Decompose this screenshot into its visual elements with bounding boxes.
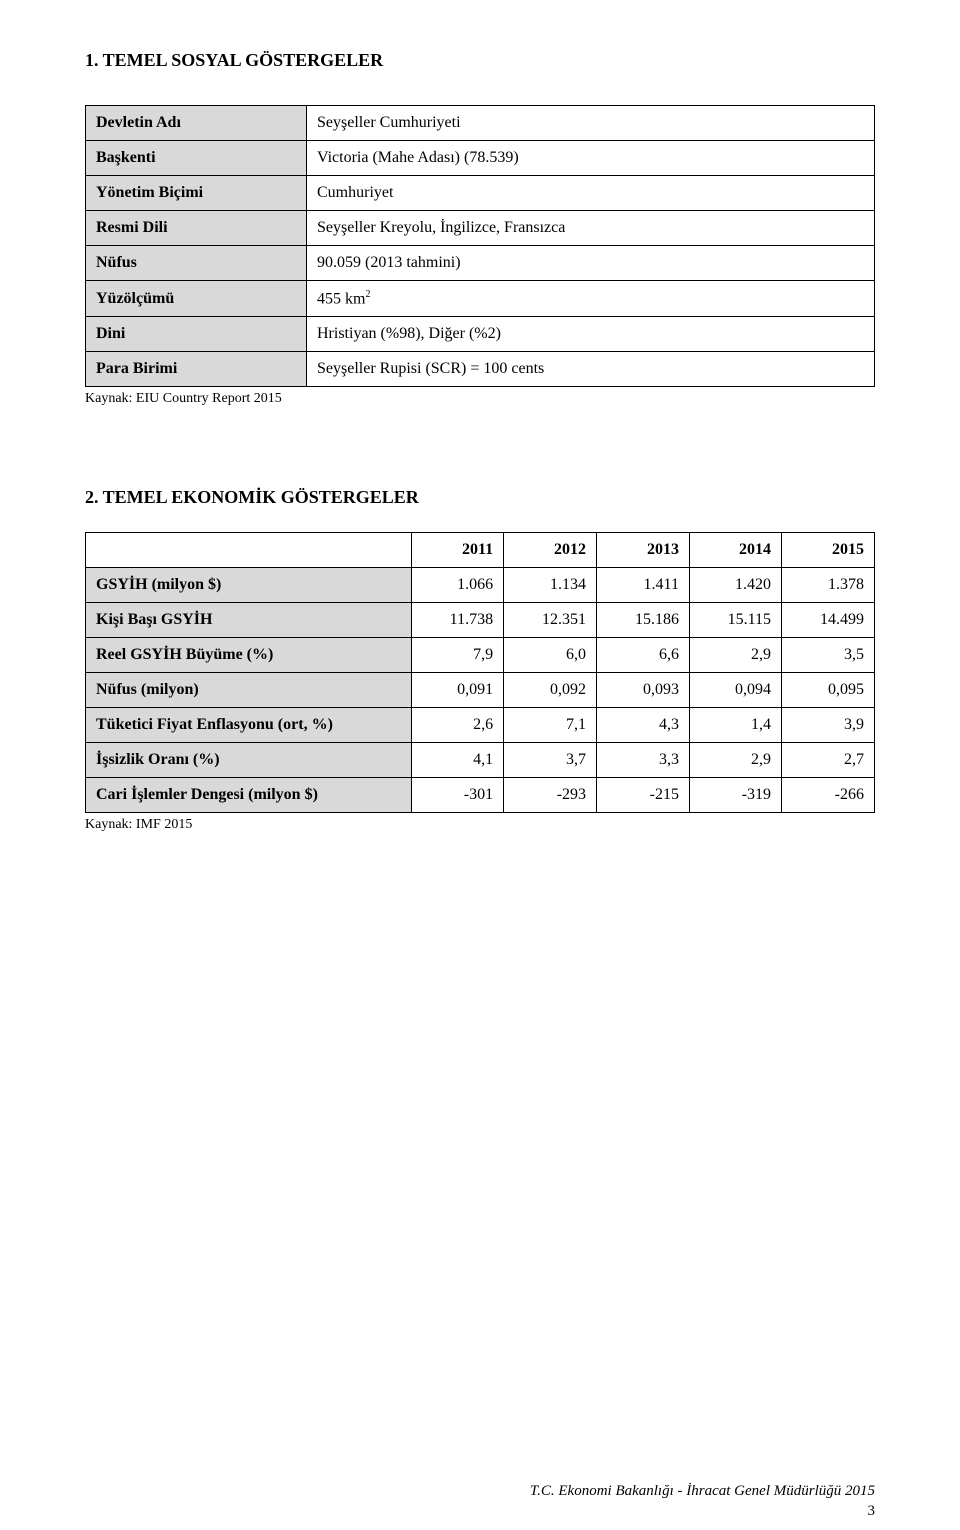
econ-cell: 2,9 <box>689 743 781 778</box>
econ-cell: 1.378 <box>782 568 875 603</box>
econ-cell: 0,091 <box>412 673 504 708</box>
superscript: 2 <box>365 289 370 300</box>
econ-rowlabel: Tüketici Fiyat Enflasyonu (ort, %) <box>86 708 412 743</box>
table-row: Reel GSYİH Büyüme (%) 7,9 6,0 6,6 2,9 3,… <box>86 638 875 673</box>
econ-cell: 1.066 <box>412 568 504 603</box>
econ-cell: -293 <box>504 778 597 813</box>
econ-cell: -301 <box>412 778 504 813</box>
info-label: Para Birimi <box>86 352 307 387</box>
table-row: Resmi Dili Seyşeller Kreyolu, İngilizce,… <box>86 211 875 246</box>
info-label: Devletin Adı <box>86 106 307 141</box>
section1-heading: 1. TEMEL SOSYAL GÖSTERGELER <box>85 50 875 71</box>
table-row: Yüzölçümü 455 km2 <box>86 281 875 317</box>
blank-header <box>86 533 412 568</box>
econ-cell: -215 <box>597 778 690 813</box>
table-row: Tüketici Fiyat Enflasyonu (ort, %) 2,6 7… <box>86 708 875 743</box>
year-header: 2013 <box>597 533 690 568</box>
table-row: Cari İşlemler Dengesi (milyon $) -301 -2… <box>86 778 875 813</box>
econ-cell: 0,093 <box>597 673 690 708</box>
info-value: Seyşeller Rupisi (SCR) = 100 cents <box>307 352 875 387</box>
econ-cell: 1,4 <box>689 708 781 743</box>
econ-cell: 11.738 <box>412 603 504 638</box>
econ-cell: 0,094 <box>689 673 781 708</box>
econ-cell: 1.134 <box>504 568 597 603</box>
table-row: İşsizlik Oranı (%) 4,1 3,7 3,3 2,9 2,7 <box>86 743 875 778</box>
year-header: 2011 <box>412 533 504 568</box>
info-label: Dini <box>86 317 307 352</box>
econ-cell: 4,1 <box>412 743 504 778</box>
section2-source: Kaynak: IMF 2015 <box>85 817 875 833</box>
econ-rowlabel: İşsizlik Oranı (%) <box>86 743 412 778</box>
econ-cell: 3,9 <box>782 708 875 743</box>
econ-table: 2011 2012 2013 2014 2015 GSYİH (milyon $… <box>85 532 875 813</box>
info-table: Devletin Adı Seyşeller Cumhuriyeti Başke… <box>85 105 875 387</box>
info-label: Başkenti <box>86 141 307 176</box>
econ-rowlabel: Nüfus (milyon) <box>86 673 412 708</box>
table-row: Kişi Başı GSYİH 11.738 12.351 15.186 15.… <box>86 603 875 638</box>
table-row: Dini Hristiyan (%98), Diğer (%2) <box>86 317 875 352</box>
econ-rowlabel: Kişi Başı GSYİH <box>86 603 412 638</box>
info-value: Cumhuriyet <box>307 176 875 211</box>
info-value: Hristiyan (%98), Diğer (%2) <box>307 317 875 352</box>
econ-cell: 3,5 <box>782 638 875 673</box>
info-value: 455 km2 <box>307 281 875 317</box>
econ-cell: 2,9 <box>689 638 781 673</box>
econ-cell: 15.115 <box>689 603 781 638</box>
econ-cell: 4,3 <box>597 708 690 743</box>
econ-cell: 6,0 <box>504 638 597 673</box>
section1-source: Kaynak: EIU Country Report 2015 <box>85 391 875 407</box>
econ-rowlabel: GSYİH (milyon $) <box>86 568 412 603</box>
econ-cell: -319 <box>689 778 781 813</box>
info-value-text: 455 km <box>317 290 365 307</box>
table-row: Başkenti Victoria (Mahe Adası) (78.539) <box>86 141 875 176</box>
table-row: GSYİH (milyon $) 1.066 1.134 1.411 1.420… <box>86 568 875 603</box>
table-row: Yönetim Biçimi Cumhuriyet <box>86 176 875 211</box>
econ-rowlabel: Reel GSYİH Büyüme (%) <box>86 638 412 673</box>
info-value: 90.059 (2013 tahmini) <box>307 246 875 281</box>
table-row: Nüfus (milyon) 0,091 0,092 0,093 0,094 0… <box>86 673 875 708</box>
econ-cell: 12.351 <box>504 603 597 638</box>
econ-cell: 15.186 <box>597 603 690 638</box>
econ-cell: 0,095 <box>782 673 875 708</box>
info-label: Nüfus <box>86 246 307 281</box>
econ-cell: -266 <box>782 778 875 813</box>
year-header: 2015 <box>782 533 875 568</box>
info-label: Yönetim Biçimi <box>86 176 307 211</box>
table-row: Devletin Adı Seyşeller Cumhuriyeti <box>86 106 875 141</box>
year-header: 2012 <box>504 533 597 568</box>
econ-cell: 3,7 <box>504 743 597 778</box>
econ-cell: 0,092 <box>504 673 597 708</box>
econ-rowlabel: Cari İşlemler Dengesi (milyon $) <box>86 778 412 813</box>
econ-cell: 1.420 <box>689 568 781 603</box>
info-value: Victoria (Mahe Adası) (78.539) <box>307 141 875 176</box>
footer-text: T.C. Ekonomi Bakanlığı - İhracat Genel M… <box>85 1483 875 1500</box>
page: 1. TEMEL SOSYAL GÖSTERGELER Devletin Adı… <box>0 0 960 1530</box>
table-row: Para Birimi Seyşeller Rupisi (SCR) = 100… <box>86 352 875 387</box>
year-header: 2014 <box>689 533 781 568</box>
table-row: Nüfus 90.059 (2013 tahmini) <box>86 246 875 281</box>
econ-cell: 7,1 <box>504 708 597 743</box>
econ-cell: 1.411 <box>597 568 690 603</box>
info-label: Resmi Dili <box>86 211 307 246</box>
info-label: Yüzölçümü <box>86 281 307 317</box>
econ-cell: 7,9 <box>412 638 504 673</box>
econ-cell: 3,3 <box>597 743 690 778</box>
section2-heading: 2. TEMEL EKONOMİK GÖSTERGELER <box>85 487 875 508</box>
table-header-row: 2011 2012 2013 2014 2015 <box>86 533 875 568</box>
econ-cell: 14.499 <box>782 603 875 638</box>
info-value: Seyşeller Cumhuriyeti <box>307 106 875 141</box>
info-value: Seyşeller Kreyolu, İngilizce, Fransızca <box>307 211 875 246</box>
econ-cell: 6,6 <box>597 638 690 673</box>
page-number: 3 <box>868 1503 876 1520</box>
section-gap <box>85 407 875 487</box>
econ-cell: 2,7 <box>782 743 875 778</box>
econ-cell: 2,6 <box>412 708 504 743</box>
